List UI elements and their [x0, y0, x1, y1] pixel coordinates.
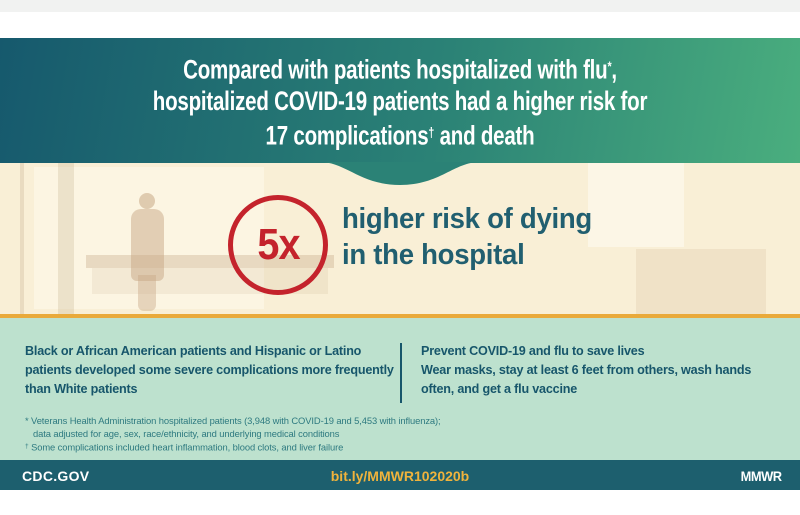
info-section: Black or African American patients and H…	[0, 318, 800, 460]
bitly-link[interactable]: bit.ly/MMWR102020b	[330, 468, 470, 484]
walking-person-silhouette	[139, 193, 155, 209]
infographic-title: Compared with patients hospitalized with…	[96, 51, 704, 151]
cdc-gov-link[interactable]: CDC.GOV	[22, 468, 90, 484]
footer-link-container: bit.ly/MMWR102020b	[0, 468, 800, 486]
title-line-2: hospitalized COVID-19 patients had a hig…	[152, 85, 648, 116]
multiplier-value: 5x	[256, 220, 300, 269]
prevention-statement: Prevent COVID-19 and flu to save lives W…	[421, 342, 781, 399]
equity-line-3: than White patients	[25, 382, 138, 396]
stat-circle: 5x	[228, 195, 328, 295]
hallway-wall-decor	[588, 163, 684, 247]
vertical-divider	[400, 343, 402, 403]
footnote-2-marker: †	[25, 443, 29, 450]
equity-line-1: Black or African American patients and H…	[25, 344, 362, 358]
footnote-1-line-2: data adjusted for age, sex, race/ethnici…	[33, 428, 340, 439]
footnote-1-line-1: * Veterans Health Administration hospita…	[25, 415, 441, 426]
walking-person-silhouette	[131, 209, 164, 281]
hallway-doorframe-decor	[20, 163, 24, 317]
equity-line-2: patients developed some severe complicat…	[25, 363, 394, 377]
footnote-2-text: Some complications included heart inflam…	[28, 441, 344, 453]
title-line-3: 17 complications† and death	[96, 117, 704, 152]
hallway-wall-decor	[636, 249, 766, 317]
footer-bar: CDC.GOV bit.ly/MMWR102020b MMWR	[0, 460, 800, 490]
title-line-3-text: 17 complications	[265, 120, 429, 151]
prevention-headline: Prevent COVID-19 and flu to save lives	[421, 344, 645, 358]
stat-message-line-1: higher risk of dying	[342, 203, 592, 235]
complications-footnote-marker: †	[428, 123, 435, 140]
prevention-line-2: often, and get a flu vaccine	[421, 382, 578, 396]
mmwr-logo: MMWR	[740, 468, 783, 484]
title-line-1-tail: ,	[611, 54, 617, 85]
prevention-line-1: Wear masks, stay at least 6 feet from ot…	[421, 363, 752, 377]
footnotes: * Veterans Health Administration hospita…	[25, 414, 441, 454]
title-line-1-text: Compared with patients hospitalized with…	[183, 54, 608, 85]
equity-statement: Black or African American patients and H…	[25, 342, 397, 399]
header-notch-shape	[320, 162, 480, 185]
flu-footnote-marker: *	[607, 58, 612, 74]
hero-section: 5x higher risk of dying in the hospital	[0, 163, 800, 317]
header-band: Compared with patients hospitalized with…	[0, 38, 800, 163]
gold-divider-rule	[0, 314, 800, 318]
title-line-3-tail: and death	[434, 120, 535, 151]
stat-message-line-2: in the hospital	[342, 239, 525, 271]
top-margin-strip	[0, 0, 800, 12]
title-line-1: Compared with patients hospitalized with…	[96, 51, 704, 86]
walking-person-silhouette	[138, 275, 156, 311]
hallway-doorframe-decor	[58, 163, 74, 317]
stat-message: higher risk of dying in the hospital	[342, 201, 592, 273]
footnote-2: † Some complications included heart infl…	[25, 440, 441, 454]
